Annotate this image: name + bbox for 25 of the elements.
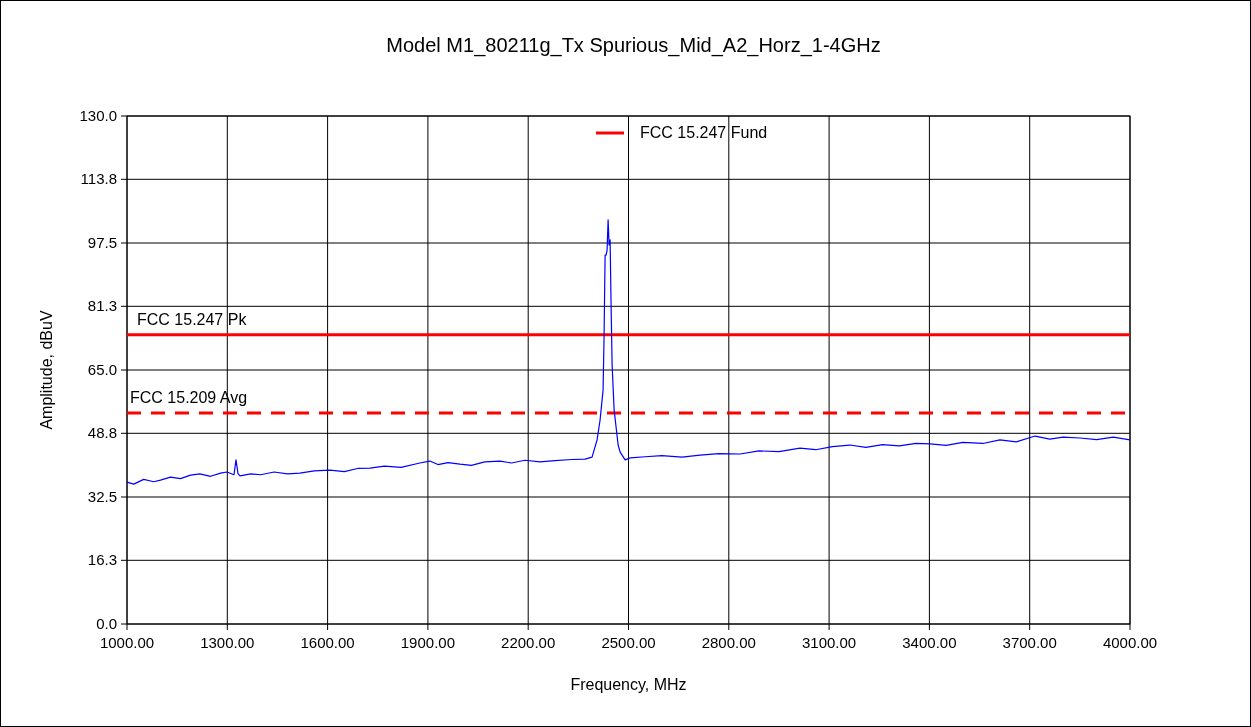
y-tick-label: 16.3 — [87, 551, 117, 569]
x-tick-label: 2200.00 — [501, 634, 556, 651]
x-tick-label: 3700.00 — [1002, 634, 1057, 651]
legend-label: FCC 15.247 Fund — [640, 124, 768, 141]
y-axis-title: Amplitude, dBuV — [38, 310, 55, 430]
x-tick-label: 2800.00 — [701, 634, 756, 651]
y-tick-label: 0.0 — [96, 615, 117, 632]
x-tick-label: 3100.00 — [801, 634, 857, 651]
x-axis-title: Frequency, MHz — [570, 676, 687, 693]
x-tick-label: 1600.00 — [300, 634, 355, 651]
x-tick-label: 3400.00 — [902, 634, 957, 651]
x-tick-label: 1000.00 — [99, 634, 155, 651]
ref-line-label: FCC 15.247 Pk — [137, 310, 248, 328]
x-tick-label: 2500.00 — [601, 634, 656, 651]
y-tick-label: 97.5 — [87, 234, 117, 251]
x-tick-label: 1900.00 — [400, 634, 456, 651]
y-tick-label: 32.5 — [87, 488, 117, 505]
chart-title: Model M1_80211g_Tx Spurious_Mid_A2_Horz_1-4GHz — [386, 34, 881, 57]
x-tick-label: 1300.00 — [200, 634, 255, 651]
y-tick-label: 130.0 — [79, 107, 117, 124]
y-tick-label: 48.8 — [87, 424, 117, 442]
y-tick-label: 113.8 — [80, 170, 117, 188]
x-tick-label: 4000.00 — [1102, 634, 1158, 651]
y-tick-label: 65.0 — [87, 361, 117, 378]
y-tick-label: 81.3 — [87, 297, 117, 315]
